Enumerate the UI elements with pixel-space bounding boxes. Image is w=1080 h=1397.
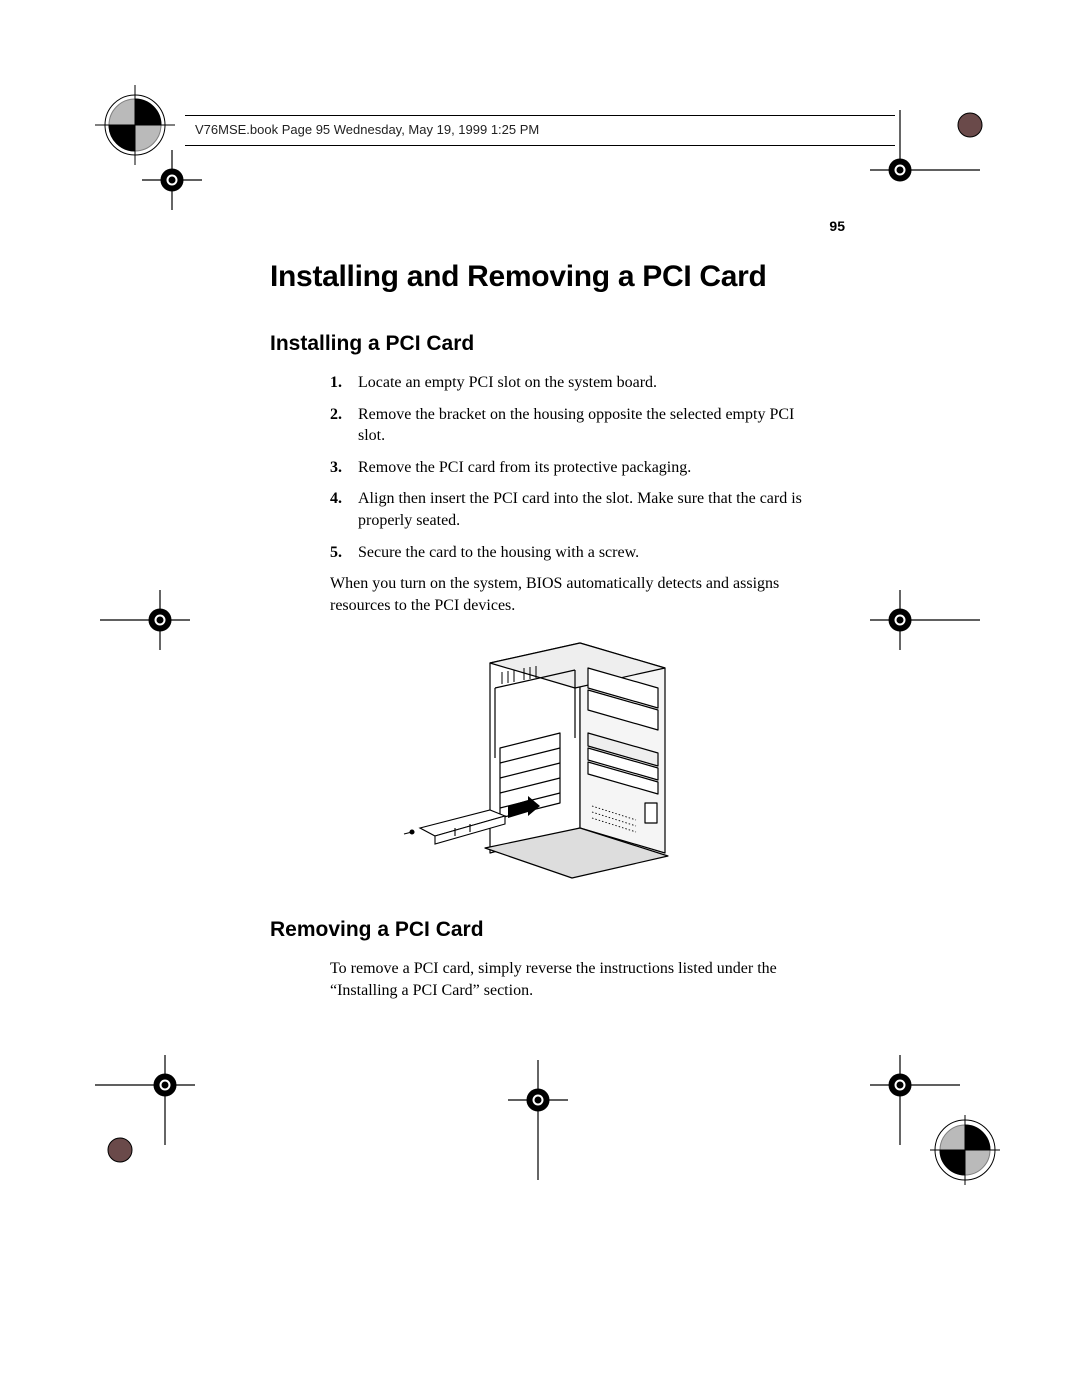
section2-heading: Removing a PCI Card — [270, 918, 820, 942]
pc-tower-figure — [400, 638, 740, 888]
cropmark-bot-right — [870, 1055, 1000, 1185]
step-item: 3.Remove the PCI card from its protectiv… — [330, 457, 820, 479]
step-text: Remove the bracket on the housing opposi… — [358, 404, 820, 447]
page: V76MSE.book Page 95 Wednesday, May 19, 1… — [0, 0, 1080, 1397]
step-text: Align then insert the PCI card into the … — [358, 488, 820, 531]
cropmark-bot-center — [498, 1060, 578, 1180]
remove-body: To remove a PCI card, simply reverse the… — [330, 958, 820, 1001]
header-rule — [185, 115, 895, 116]
cropmark-bot-left — [95, 1055, 195, 1175]
step-num: 4. — [330, 488, 358, 531]
cropmark-top-left-small — [142, 150, 202, 210]
step-text: Remove the PCI card from its protective … — [358, 457, 820, 479]
content: Installing and Removing a PCI Card Insta… — [270, 260, 820, 1002]
step-num: 5. — [330, 542, 358, 564]
step-item: 1.Locate an empty PCI slot on the system… — [330, 372, 820, 394]
step-item: 4.Align then insert the PCI card into th… — [330, 488, 820, 531]
step-num: 3. — [330, 457, 358, 479]
main-title: Installing and Removing a PCI Card — [270, 260, 820, 294]
install-note: When you turn on the system, BIOS automa… — [330, 573, 820, 616]
section1-heading: Installing a PCI Card — [270, 332, 820, 356]
step-num: 2. — [330, 404, 358, 447]
header-bookline: V76MSE.book Page 95 Wednesday, May 19, 1… — [195, 122, 539, 137]
step-item: 2.Remove the bracket on the housing oppo… — [330, 404, 820, 447]
install-steps: 1.Locate an empty PCI slot on the system… — [330, 372, 820, 563]
top-rule — [185, 145, 895, 146]
cropmark-mid-left — [100, 590, 190, 650]
step-num: 1. — [330, 372, 358, 394]
page-number: 95 — [829, 218, 845, 234]
step-text: Secure the card to the housing with a sc… — [358, 542, 820, 564]
step-text: Locate an empty PCI slot on the system b… — [358, 372, 820, 394]
step-item: 5.Secure the card to the housing with a … — [330, 542, 820, 564]
cropmark-mid-right — [870, 590, 980, 650]
